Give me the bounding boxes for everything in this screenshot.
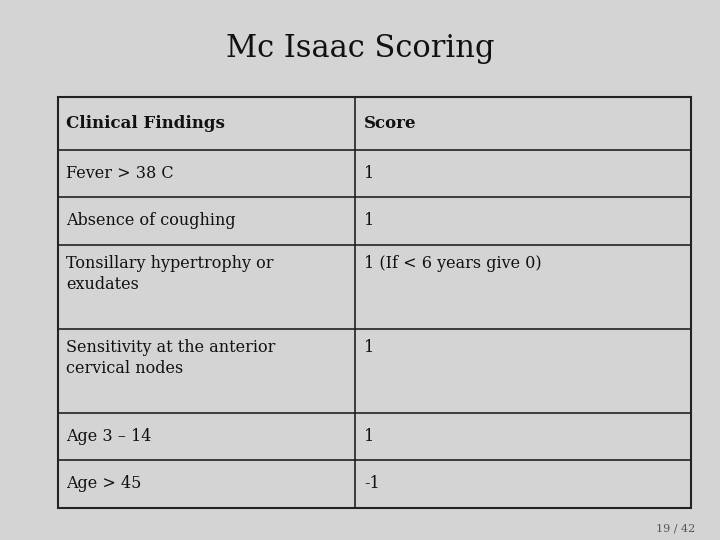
Text: Score: Score bbox=[364, 115, 417, 132]
Text: Age 3 – 14: Age 3 – 14 bbox=[66, 428, 152, 445]
Text: Absence of coughing: Absence of coughing bbox=[66, 212, 236, 230]
Text: Fever > 38 C: Fever > 38 C bbox=[66, 165, 174, 182]
Text: 1: 1 bbox=[364, 339, 374, 356]
Text: Clinical Findings: Clinical Findings bbox=[66, 115, 225, 132]
Text: 1: 1 bbox=[364, 428, 374, 445]
Bar bbox=[58, 97, 691, 508]
Text: 1: 1 bbox=[364, 212, 374, 230]
Text: 1 (If < 6 years give 0): 1 (If < 6 years give 0) bbox=[364, 255, 541, 272]
Text: 1: 1 bbox=[364, 165, 374, 182]
Text: Age > 45: Age > 45 bbox=[66, 475, 142, 492]
Text: 19 / 42: 19 / 42 bbox=[655, 523, 695, 534]
Text: Mc Isaac Scoring: Mc Isaac Scoring bbox=[226, 33, 494, 64]
Text: -1: -1 bbox=[364, 475, 379, 492]
Text: Tonsillary hypertrophy or
exudates: Tonsillary hypertrophy or exudates bbox=[66, 255, 274, 293]
Text: Sensitivity at the anterior
cervical nodes: Sensitivity at the anterior cervical nod… bbox=[66, 339, 276, 377]
